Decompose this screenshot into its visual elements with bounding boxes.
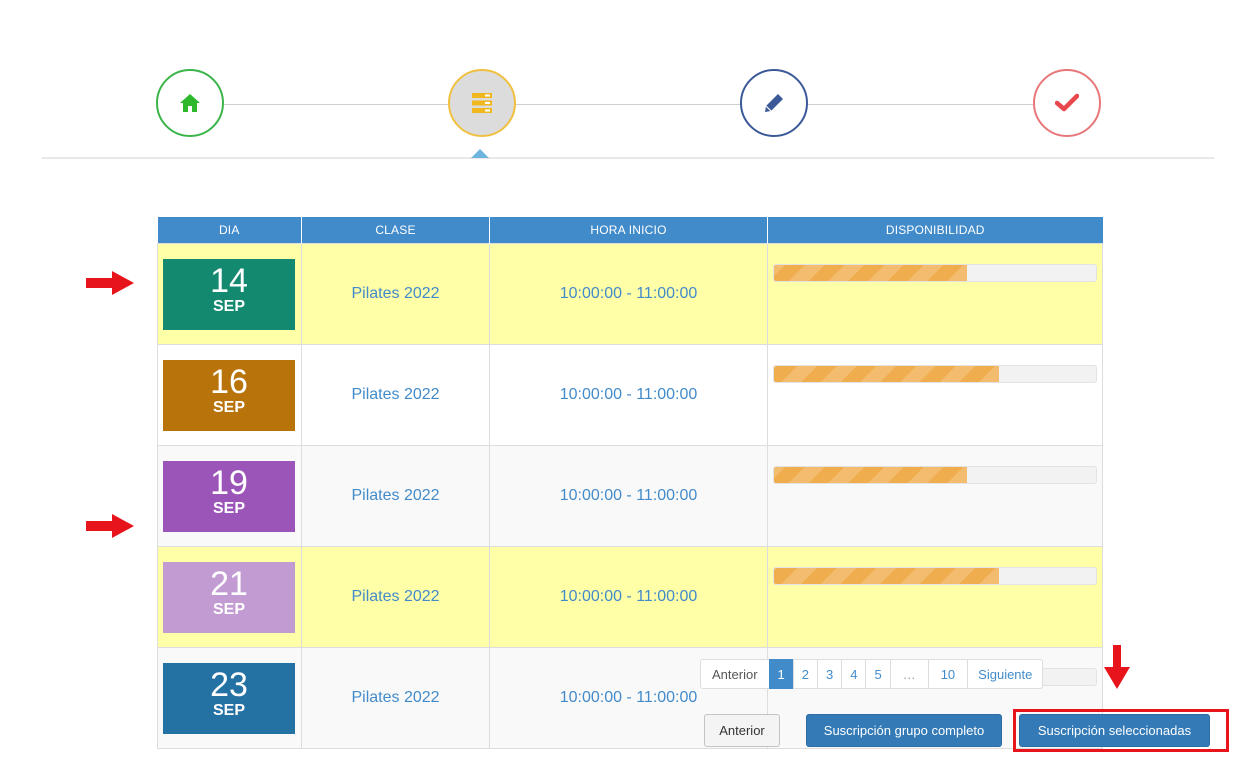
wizard-step-edit[interactable] [740,69,808,137]
month-label: SEP [212,297,245,315]
list-icon [472,93,492,113]
class-name: Pilates 2022 [301,344,490,446]
previous-button[interactable]: Anterior [704,714,780,747]
month-label: SEP [212,398,245,416]
annotation-arrow-down [1104,645,1130,690]
availability-cell [767,546,1103,648]
table-header-row: DIA CLASE HORA INICIO DISPONIBILIDAD [157,217,1103,244]
pencil-icon [765,94,783,112]
wizard-connector [224,104,448,105]
pagination-prev[interactable]: Anterior [700,659,770,689]
header-hora-inicio: HORA INICIO [489,217,768,244]
pagination-page[interactable]: 10 [927,659,969,689]
table-row[interactable]: 21 SEP Pilates 2022 10:00:00 - 11:00:00 [157,546,1103,648]
availability-bar [773,365,1097,383]
class-time: 10:00:00 - 11:00:00 [489,344,768,446]
class-time: 10:00:00 - 11:00:00 [489,445,768,547]
date-badge[interactable]: 19 SEP [163,460,295,532]
day-cell[interactable]: 16 SEP [157,344,302,446]
pagination-page[interactable]: 1 [768,659,794,689]
class-name: Pilates 2022 [301,546,490,648]
day-number: 23 [210,665,248,704]
day-cell[interactable]: 21 SEP [157,546,302,648]
day-number: 21 [210,564,248,603]
wizard-step-home[interactable] [156,69,224,137]
pagination-page[interactable]: 5 [865,659,891,689]
day-cell[interactable]: 23 SEP [157,647,302,749]
wizard-connector [516,104,740,105]
date-badge[interactable]: 14 SEP [163,258,295,330]
availability-cell [767,445,1103,547]
pagination-next[interactable]: Siguiente [967,659,1044,689]
pagination-page[interactable]: 3 [817,659,843,689]
availability-bar-fill [774,568,1000,584]
availability-cell [767,344,1103,446]
subscribe-selected-button[interactable]: Suscripción seleccionadas [1019,714,1210,747]
date-badge[interactable]: 21 SEP [163,561,295,633]
active-step-indicator [471,149,489,158]
header-dia: DIA [157,217,302,244]
subscribe-full-group-button[interactable]: Suscripción grupo completo [806,714,1002,747]
table-row[interactable]: 19 SEP Pilates 2022 10:00:00 - 11:00:00 [157,445,1103,547]
pagination: Anterior 1 2 3 4 5… 10 Siguiente [700,659,1044,689]
class-time: 10:00:00 - 11:00:00 [489,546,768,648]
wizard-connector [808,104,1033,105]
month-label: SEP [212,701,245,719]
availability-bar-fill [774,265,968,281]
header-disponibilidad: DISPONIBILIDAD [767,217,1103,244]
wizard-step-confirm[interactable] [1033,69,1101,137]
class-time: 10:00:00 - 11:00:00 [489,243,768,345]
date-badge[interactable]: 16 SEP [163,359,295,431]
wizard-step-list[interactable] [448,69,516,137]
availability-bar [773,466,1097,484]
home-icon [180,94,200,112]
wizard-steps [0,0,1245,170]
day-cell[interactable]: 14 SEP [157,243,302,345]
header-clase: CLASE [301,217,490,244]
pagination-page[interactable]: 4 [841,659,867,689]
availability-bar-fill [774,366,1000,382]
class-name: Pilates 2022 [301,445,490,547]
table-row[interactable]: 16 SEP Pilates 2022 10:00:00 - 11:00:00 [157,344,1103,446]
availability-bar [773,264,1097,282]
annotation-arrow-right [86,271,136,295]
wizard-baseline [42,157,1214,159]
class-name: Pilates 2022 [301,647,490,749]
month-label: SEP [212,499,245,517]
annotation-arrow-right [86,514,136,538]
day-number: 16 [210,362,248,401]
class-name: Pilates 2022 [301,243,490,345]
pagination-page[interactable]: 2 [792,659,818,689]
pagination-ellipsis: … [889,659,929,689]
table-row[interactable]: 14 SEP Pilates 2022 10:00:00 - 11:00:00 [157,243,1103,345]
day-number: 14 [210,261,248,300]
date-badge[interactable]: 23 SEP [163,662,295,734]
day-number: 19 [210,463,248,502]
day-cell[interactable]: 19 SEP [157,445,302,547]
annotation-highlight-box [1013,709,1229,752]
availability-bar [773,567,1097,585]
check-icon [1055,93,1079,112]
availability-bar-fill [774,467,968,483]
month-label: SEP [212,600,245,618]
availability-cell [767,243,1103,345]
